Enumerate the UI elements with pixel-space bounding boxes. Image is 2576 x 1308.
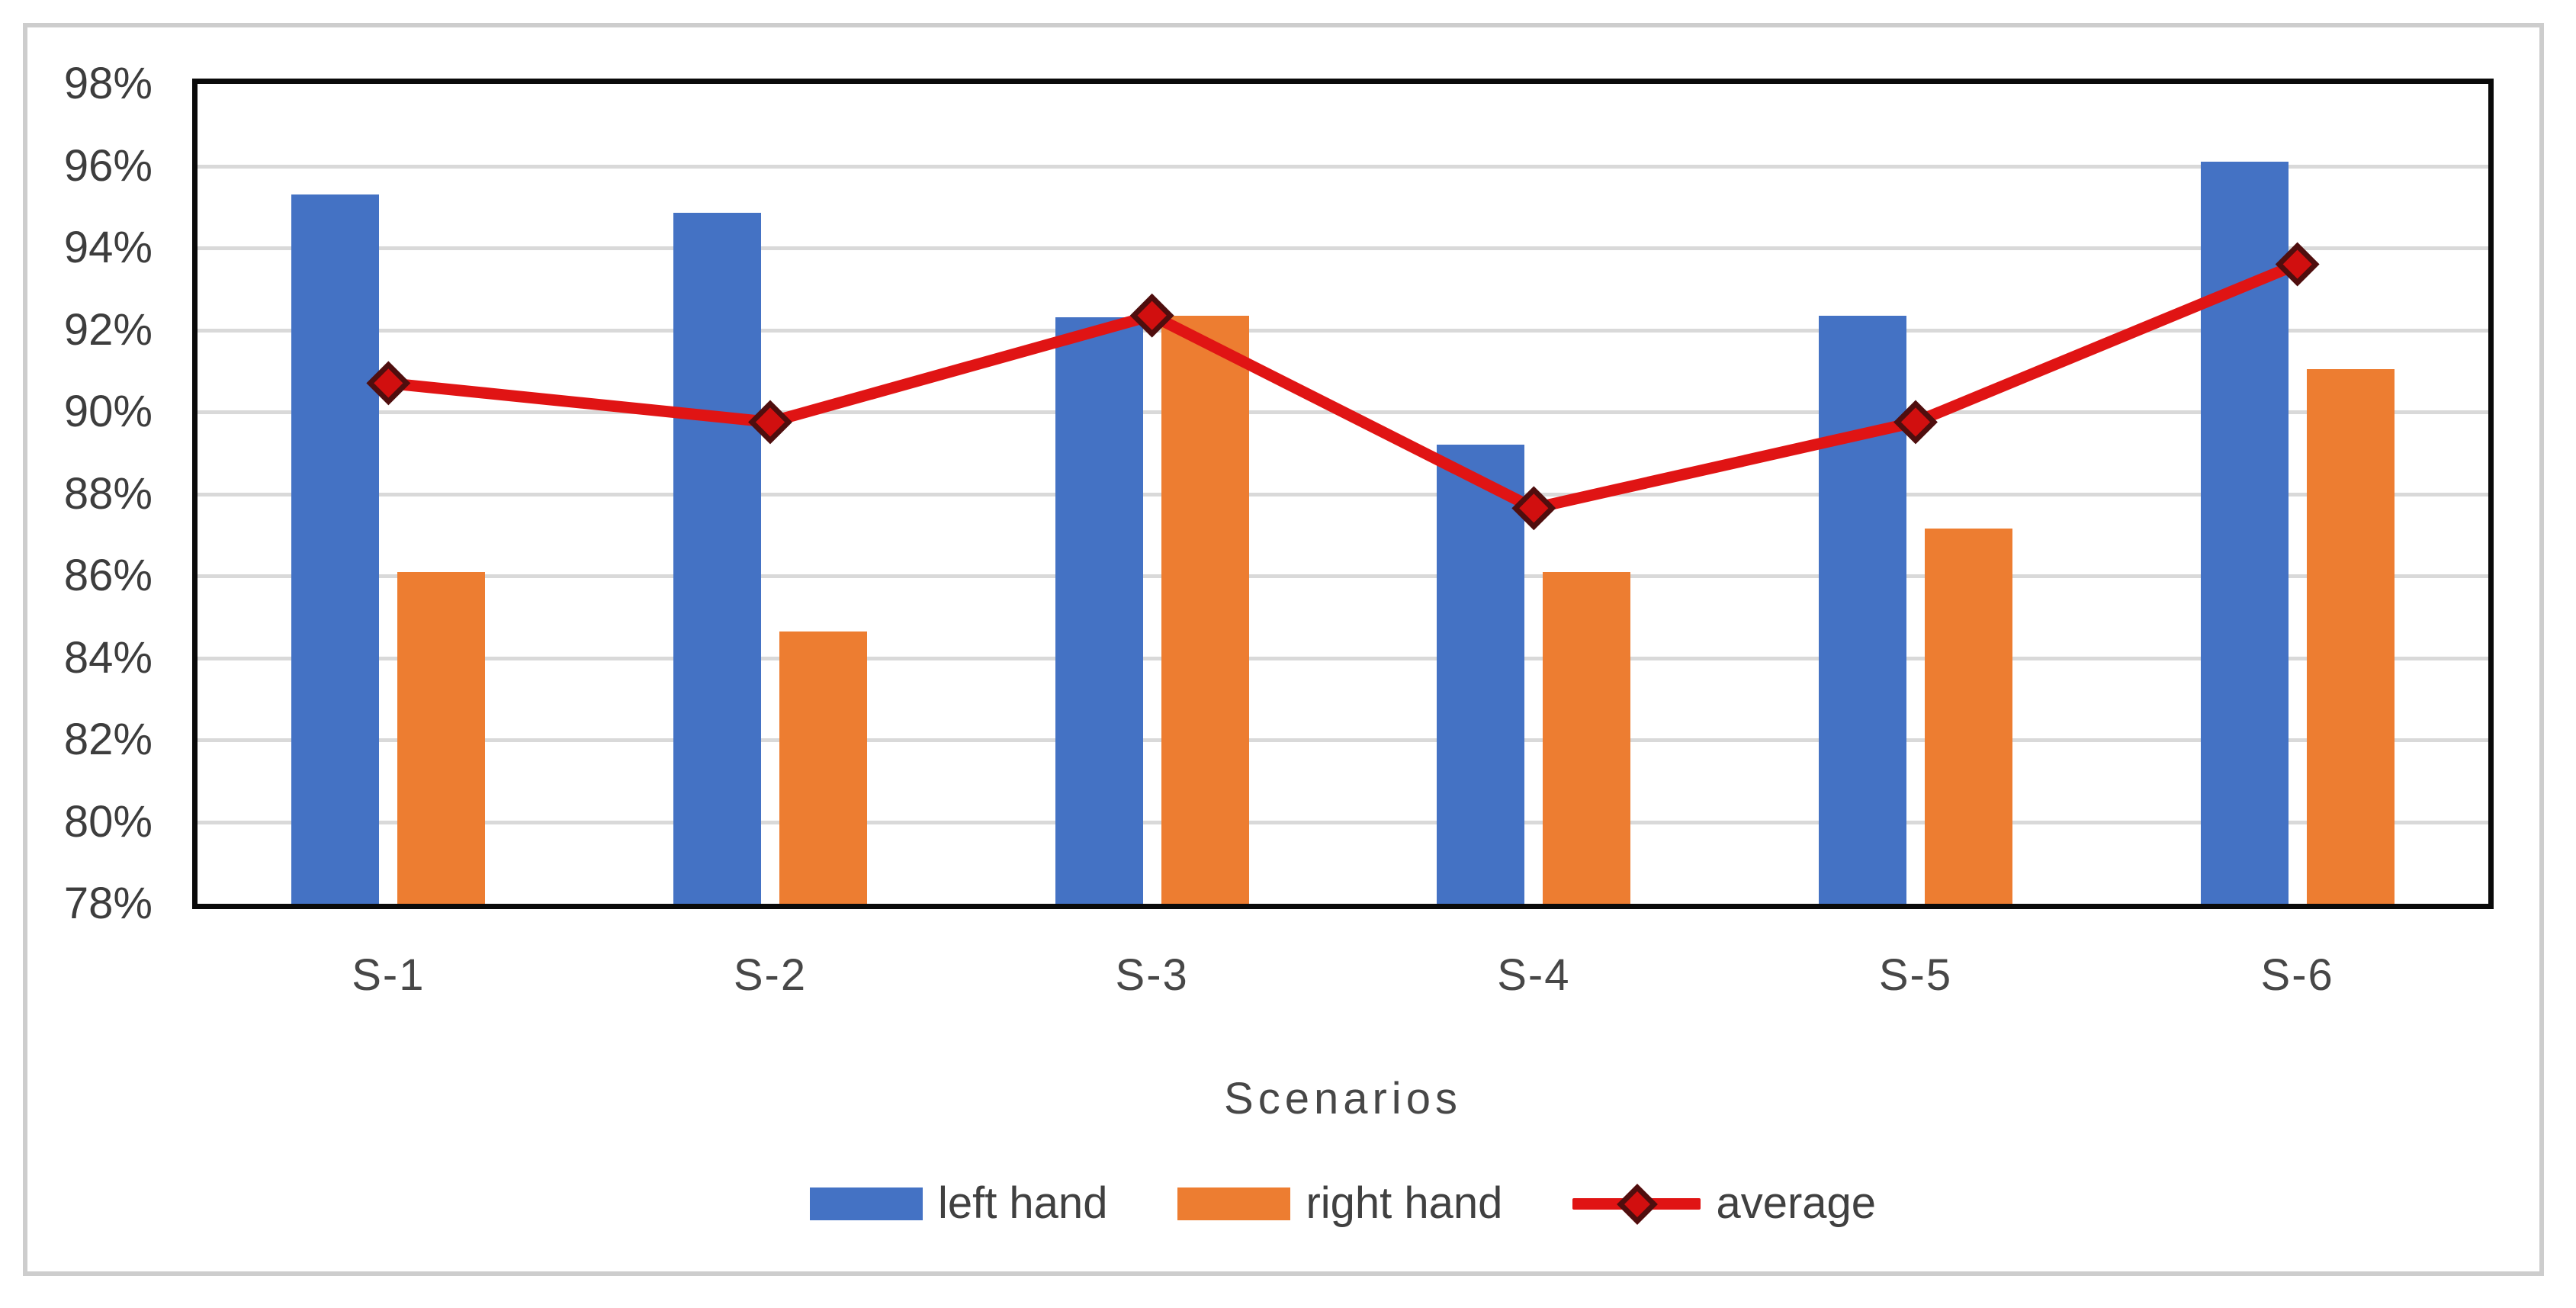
y-axis-tick-label: 84% bbox=[63, 632, 153, 683]
gridline bbox=[198, 328, 2488, 333]
legend-item-right-hand: right hand bbox=[1177, 1177, 1502, 1230]
x-axis-title: Scenarios bbox=[1224, 1074, 1462, 1123]
legend: left hand right hand average bbox=[192, 1173, 2494, 1234]
x-axis-tick-label: S-6 bbox=[2260, 950, 2334, 1000]
y-axis-tick-label: 82% bbox=[63, 715, 153, 764]
y-axis-tick-label: 90% bbox=[63, 387, 153, 436]
y-axis-tick-label: 94% bbox=[63, 223, 153, 272]
y-axis-tick-label: 78% bbox=[63, 879, 153, 928]
y-axis-tick-label: 96% bbox=[63, 140, 153, 191]
legend-label: left hand bbox=[937, 1178, 1108, 1228]
x-axis-tick-label: S-3 bbox=[1115, 950, 1189, 1000]
legend-item-average: average bbox=[1572, 1177, 1876, 1230]
bar-right-hand bbox=[397, 571, 486, 904]
gridline bbox=[198, 410, 2488, 414]
x-axis-tick-label: S-1 bbox=[352, 950, 426, 1000]
gridline bbox=[198, 164, 2488, 169]
bar-right-hand bbox=[779, 631, 867, 904]
y-axis-tick-label: 88% bbox=[63, 468, 153, 519]
y-axis-tick-label: 98% bbox=[63, 59, 153, 108]
y-axis-tick-label: 92% bbox=[63, 304, 153, 355]
gridline bbox=[198, 246, 2488, 250]
bar-right-hand bbox=[2306, 368, 2395, 904]
legend-label: average bbox=[1716, 1178, 1877, 1228]
bar-left-hand bbox=[1437, 445, 1525, 904]
gridline bbox=[198, 574, 2488, 578]
legend-label: right hand bbox=[1306, 1178, 1503, 1228]
bar-left-hand bbox=[2200, 162, 2289, 904]
gridline bbox=[198, 492, 2488, 497]
legend-swatch-right-hand bbox=[1177, 1187, 1291, 1220]
y-axis-tick-label: 86% bbox=[63, 551, 153, 600]
bar-right-hand bbox=[1161, 315, 1249, 904]
bar-left-hand bbox=[291, 194, 380, 904]
legend-diamond-marker-icon bbox=[1617, 1184, 1659, 1225]
bar-left-hand bbox=[1055, 317, 1143, 904]
legend-line-marker-sample bbox=[1572, 1184, 1701, 1225]
legend-swatch-left-hand bbox=[809, 1187, 923, 1220]
bar-right-hand bbox=[1925, 529, 2012, 904]
gridline bbox=[198, 656, 2488, 660]
plot-area bbox=[192, 79, 2494, 909]
bar-left-hand bbox=[1819, 315, 1906, 904]
legend-item-left-hand: left hand bbox=[809, 1177, 1108, 1230]
gridline bbox=[198, 820, 2488, 824]
x-axis-tick-label: S-5 bbox=[1878, 950, 1953, 1000]
gridline bbox=[198, 738, 2488, 742]
bar-right-hand bbox=[1543, 571, 1631, 904]
x-axis-tick-label: S-2 bbox=[733, 950, 808, 1000]
y-axis-tick-label: 80% bbox=[63, 796, 153, 847]
x-axis-tick-label: S-4 bbox=[1497, 950, 1571, 1000]
bar-left-hand bbox=[673, 213, 761, 904]
